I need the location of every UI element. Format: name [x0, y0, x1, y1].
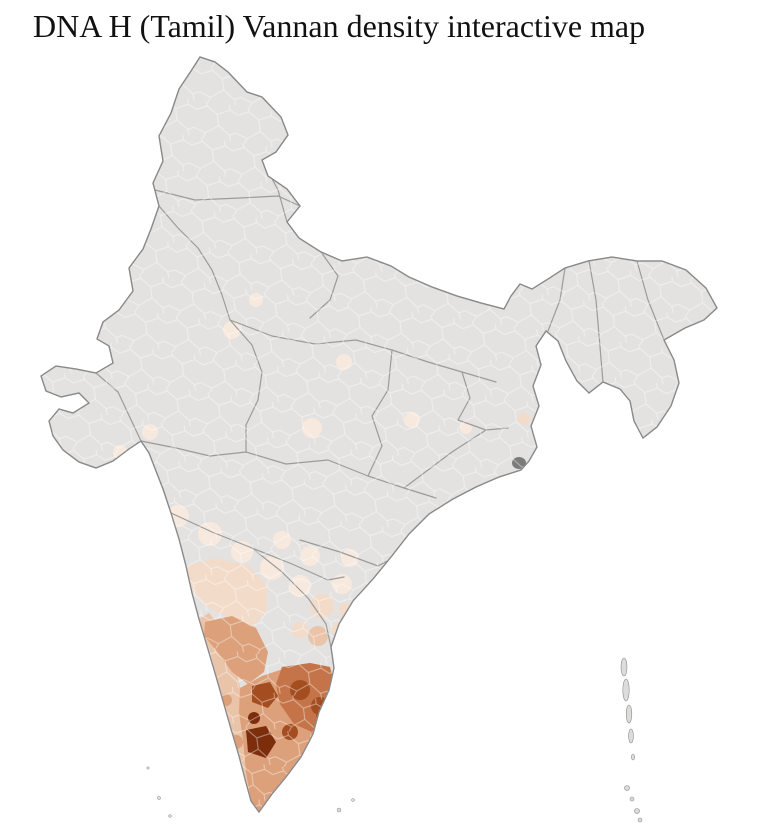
district-mesh-overlay — [41, 57, 717, 812]
island[interactable] — [624, 785, 630, 791]
island[interactable] — [629, 796, 635, 802]
island[interactable] — [351, 798, 355, 802]
island[interactable] — [628, 728, 634, 744]
island[interactable] — [631, 753, 635, 761]
tamilnadu-coastal-islets[interactable] — [336, 798, 355, 813]
island[interactable] — [634, 808, 640, 814]
island[interactable] — [637, 817, 643, 823]
island[interactable] — [168, 814, 172, 818]
island[interactable] — [146, 766, 150, 770]
lakshadweep-islands[interactable] — [146, 766, 172, 818]
island[interactable] — [620, 657, 628, 677]
island[interactable] — [157, 796, 161, 800]
page-title: DNA H (Tamil) Vannan density interactive… — [33, 8, 646, 44]
island[interactable] — [625, 704, 633, 724]
island[interactable] — [336, 807, 342, 813]
island[interactable] — [622, 678, 630, 702]
andaman-nicobar-islands[interactable] — [620, 657, 643, 823]
